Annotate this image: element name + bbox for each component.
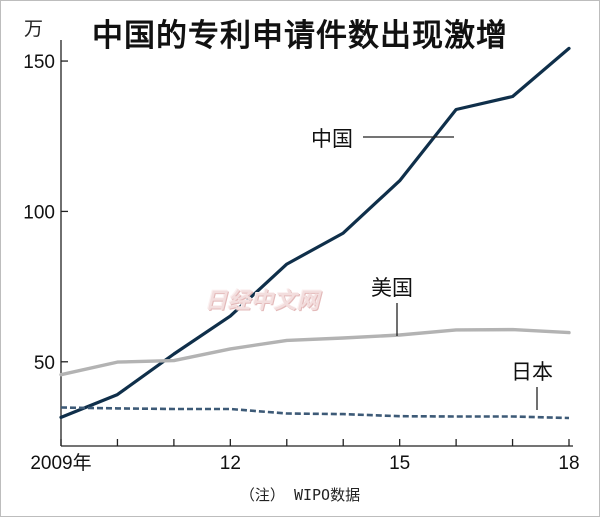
series-line-japan: [60, 406, 570, 420]
x-tick-label: 2009年: [30, 452, 91, 474]
y-tick-label: 100: [23, 202, 55, 223]
x-tick-label: 15: [389, 453, 410, 474]
x-tick-label: 18: [558, 453, 579, 474]
series-label-usa: 美国: [371, 276, 413, 300]
source-note: （注） WIPO数据: [239, 486, 361, 504]
x-tick-label: 12: [220, 453, 241, 474]
chart-axes: 50 100 150 2009年 12 15 18: [23, 40, 580, 474]
y-tick-label: 50: [34, 353, 55, 374]
series-line-usa: [59, 327, 571, 377]
series-lines: [59, 46, 571, 420]
series-label-china: 中国: [311, 127, 353, 151]
series-label-japan: 日本: [511, 360, 553, 384]
series-line-china: [59, 46, 571, 419]
chart-title: 中国的专利申请件数出现激增: [92, 18, 508, 54]
watermark-logo: 日经中文网: [205, 289, 321, 314]
y-axis-unit-label: 万: [24, 18, 44, 40]
y-tick-label: 150: [23, 52, 55, 73]
